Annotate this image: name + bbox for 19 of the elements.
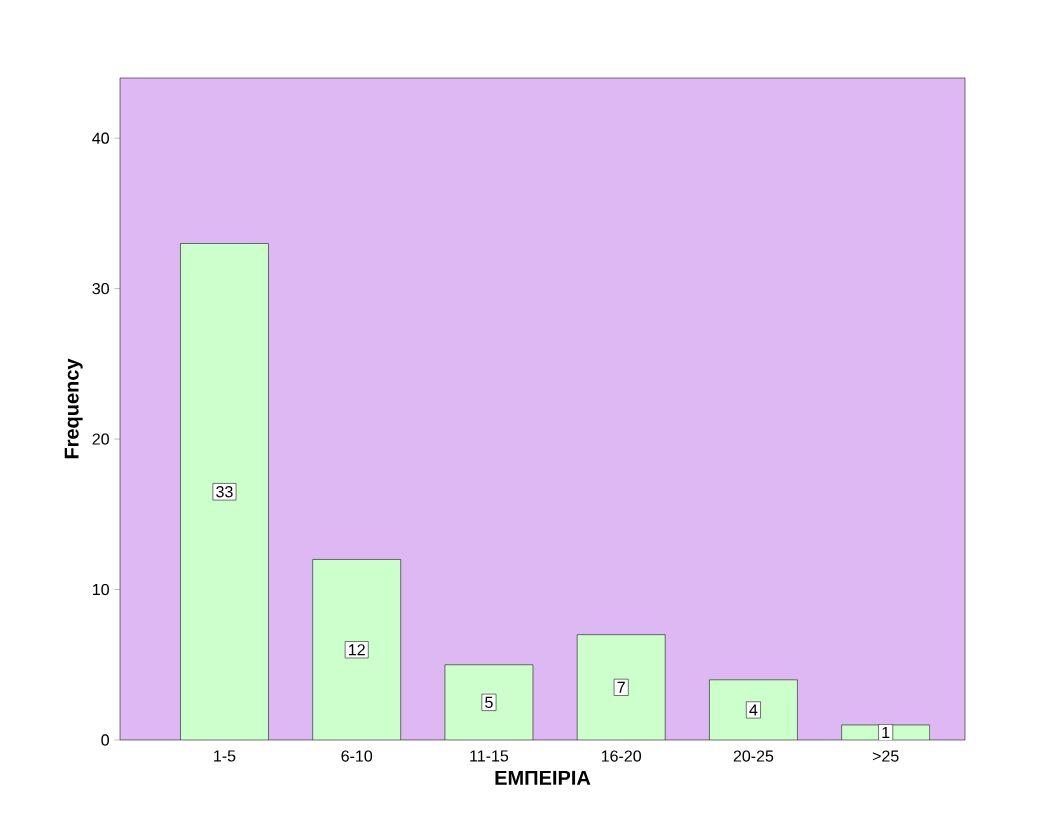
x-axis-title: ΕΜΠΕΙΡΙΑ [495, 770, 591, 785]
x-tick-label: >25 [872, 750, 899, 762]
x-tick-label: 16-20 [601, 750, 642, 762]
data-label: 1 [882, 726, 890, 738]
y-tick-label: 20 [92, 433, 109, 445]
data-label: 7 [617, 681, 625, 693]
data-label: 4 [749, 704, 758, 716]
y-tick-label: 40 [92, 132, 109, 144]
y-tick-label: 0 [101, 734, 109, 746]
data-label: 33 [216, 486, 233, 498]
x-tick-label: 1-5 [214, 750, 236, 762]
data-label: 5 [485, 696, 493, 708]
y-tick-label: 10 [93, 583, 109, 596]
x-tick-label: 6-10 [341, 750, 373, 762]
x-tick-label: 11-15 [470, 750, 509, 762]
y-axis-title: Frequency [64, 358, 83, 459]
x-tick-label: 20-25 [733, 750, 774, 762]
data-label: 12 [349, 644, 365, 656]
y-tick-label: 30 [92, 282, 109, 295]
